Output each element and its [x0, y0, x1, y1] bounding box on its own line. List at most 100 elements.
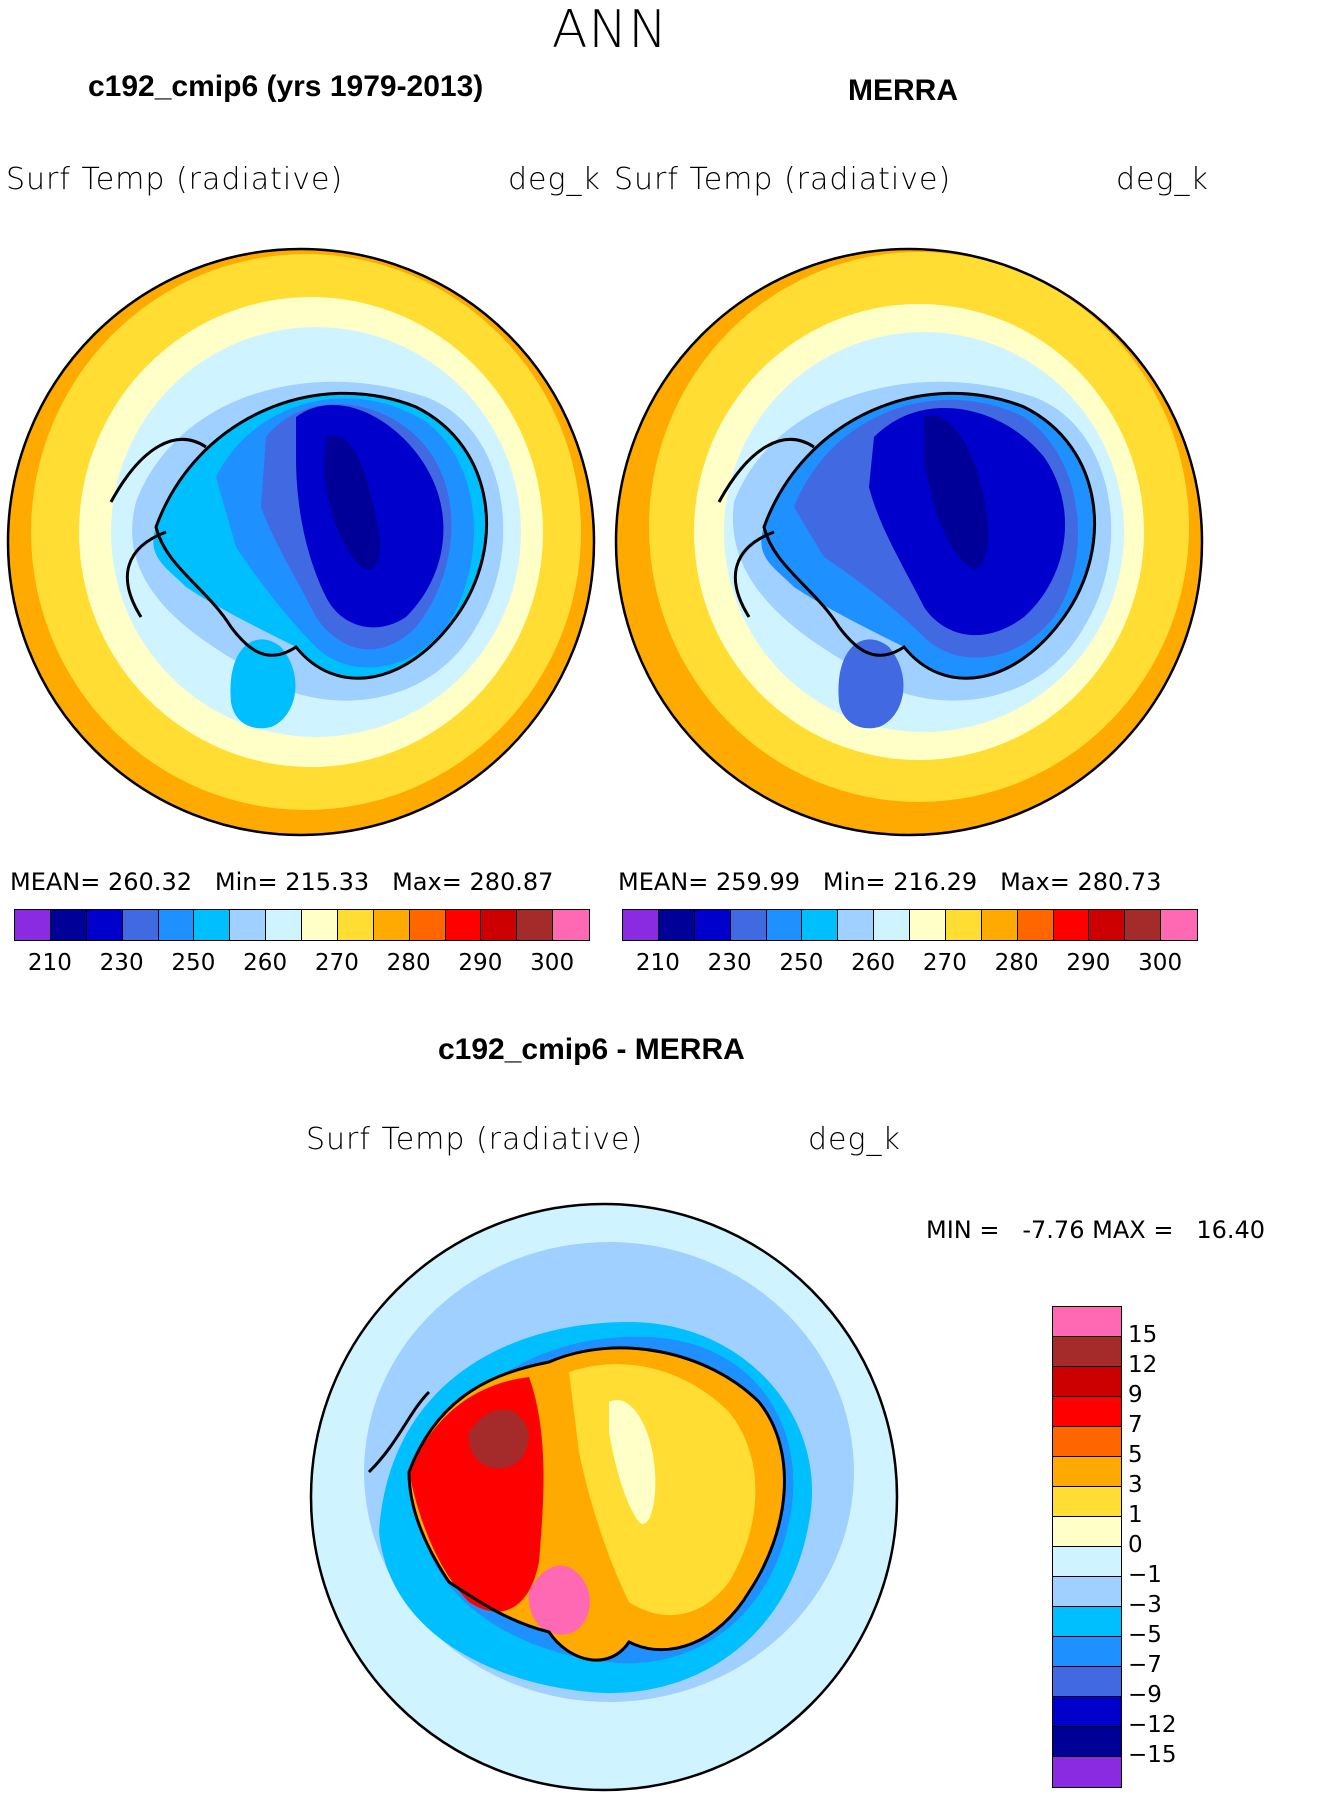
panel-2-max-label: Max=: [1000, 868, 1070, 896]
colorbar-difference-tick-label: −1: [1128, 1562, 1162, 1588]
panel-2-units: deg_k: [1116, 162, 1209, 197]
map-merra: [614, 247, 1204, 837]
colorbar-merra-tick-label: 260: [851, 950, 896, 976]
colorbar-merra-swatch-13: [1089, 910, 1126, 940]
colorbar-merra-swatch-10: [981, 910, 1018, 940]
map-merra-boundary: [614, 247, 1204, 837]
panel-3-min-label: MIN =: [926, 1216, 1000, 1244]
colorbar-model-swatch-12: [445, 910, 482, 940]
colorbar-merra-swatch-8: [910, 910, 946, 940]
colorbar-difference-swatch-13: [1053, 1697, 1121, 1727]
colorbar-model-swatch-4: [158, 910, 195, 940]
panel-3-variable: Surf Temp (radiative): [306, 1122, 644, 1157]
colorbar-merra-swatch-9: [945, 910, 982, 940]
colorbar-model-swatch-8: [302, 910, 338, 940]
colorbar-model-tick-label: 300: [530, 950, 575, 976]
panel-3-title: c192_cmip6 - MERRA: [438, 1033, 745, 1066]
colorbar-difference-swatch-4: [1053, 1427, 1121, 1457]
colorbar-merra-swatch-5: [802, 910, 839, 940]
map-diff-band-plus12: [468, 1409, 529, 1469]
colorbar-difference-swatch-10: [1053, 1607, 1121, 1637]
colorbar-difference-tick-label: 5: [1128, 1442, 1143, 1468]
colorbar-difference-swatch-11: [1053, 1637, 1121, 1667]
colorbar-model-ticks: 210 230 250 260 270 280 290 300: [14, 950, 588, 980]
colorbar-model-swatch-13: [481, 910, 518, 940]
panel-1-units: deg_k: [508, 162, 601, 197]
colorbar-model-tick-label: 290: [458, 950, 503, 976]
colorbar-merra-swatch-6: [838, 910, 875, 940]
map-diff-band-zero: [609, 1400, 656, 1524]
colorbar-model-tick-label: 230: [99, 950, 144, 976]
colorbar-model-tick-label: 270: [314, 950, 359, 976]
colorbar-difference-swatch-15: [1053, 1757, 1121, 1787]
colorbar-difference-swatch-12: [1053, 1667, 1121, 1697]
panel-2-min-label: Min=: [822, 868, 886, 896]
panel-1-min: 215.33: [285, 868, 370, 896]
panel-2-stats: MEAN= 259.99 Min= 216.29 Max= 280.73: [618, 868, 1161, 896]
panel-1-mean-label: MEAN=: [10, 868, 101, 896]
map-model-coastline: [154, 391, 489, 680]
colorbar-model-tick-label: 210: [27, 950, 72, 976]
colorbar-merra-swatch-7: [874, 910, 910, 940]
colorbar-difference-swatch-5: [1053, 1457, 1121, 1487]
colorbar-model: [14, 909, 590, 941]
map-merra-ross-shelf: [838, 639, 904, 729]
colorbar-difference-swatch-8: [1053, 1547, 1121, 1577]
colorbar-merra-tick-label: 280: [994, 950, 1039, 976]
colorbar-merra-swatch-15: [1161, 910, 1197, 940]
colorbar-model-swatch-14: [517, 910, 554, 940]
map-diff-boundary: [309, 1202, 899, 1792]
colorbar-difference-swatch-0: [1053, 1307, 1121, 1337]
colorbar-model-swatch-7: [266, 910, 302, 940]
colorbar-difference-swatch-2: [1053, 1367, 1121, 1397]
colorbar-model-swatch-5: [194, 910, 231, 940]
colorbar-difference-tick-label: −15: [1128, 1742, 1177, 1768]
colorbar-difference-tick-label: −5: [1128, 1622, 1162, 1648]
panel-1-min-label: Min=: [214, 868, 278, 896]
colorbar-merra-swatch-12: [1053, 910, 1090, 940]
colorbar-difference: [1052, 1306, 1122, 1788]
panel-1-variable: Surf Temp (radiative): [6, 162, 344, 197]
panel-2-max: 280.73: [1077, 868, 1162, 896]
colorbar-difference-swatch-1: [1053, 1337, 1121, 1367]
colorbar-difference-tick-label: 15: [1128, 1322, 1158, 1348]
colorbar-difference-tick-label: −7: [1128, 1652, 1162, 1678]
map-model-ross-shelf: [230, 639, 296, 729]
colorbar-model-swatch-15: [553, 910, 589, 940]
map-model-band-220: [324, 435, 381, 570]
panel-2-min: 216.29: [893, 868, 978, 896]
colorbar-merra-swatch-3: [730, 910, 767, 940]
map-difference: [309, 1202, 899, 1792]
map-merra-band-220: [924, 415, 989, 569]
colorbar-difference-swatch-9: [1053, 1577, 1121, 1607]
colorbar-difference-ticks: 15 12 9 7 5 3 1 0 −1 −3 −5 −7 −9 −12 −15: [1128, 1306, 1208, 1791]
colorbar-model-swatch-11: [409, 910, 446, 940]
colorbar-merra-tick-label: 230: [707, 950, 752, 976]
colorbar-merra: [622, 909, 1198, 941]
map-merra-peninsula-coast: [717, 437, 815, 618]
colorbar-merra-swatch-0: [623, 910, 659, 940]
map-diff-band-plus15: [528, 1565, 590, 1635]
panel-1-mean: 260.32: [108, 868, 192, 896]
panel-3-max-label: MAX =: [1092, 1216, 1174, 1244]
colorbar-difference-tick-label: −12: [1128, 1712, 1177, 1738]
map-model: [6, 247, 596, 837]
colorbar-difference-tick-label: 1: [1128, 1502, 1143, 1528]
panel-2-title: MERRA: [848, 74, 958, 107]
colorbar-model-swatch-6: [230, 910, 267, 940]
colorbar-model-swatch-10: [373, 910, 410, 940]
colorbar-merra-ticks: 210 230 250 260 270 280 290 300: [622, 950, 1196, 980]
colorbar-merra-tick-label: 290: [1066, 950, 1111, 976]
panel-2-variable: Surf Temp (radiative): [614, 162, 952, 197]
colorbar-model-swatch-3: [122, 910, 159, 940]
colorbar-difference-tick-label: 0: [1128, 1532, 1143, 1558]
panel-3-min: -7.76: [1022, 1216, 1085, 1244]
colorbar-difference-swatch-3: [1053, 1397, 1121, 1427]
colorbar-merra-tick-label: 210: [635, 950, 680, 976]
colorbar-difference-tick-label: −3: [1128, 1592, 1162, 1618]
panel-2-mean-label: MEAN=: [618, 868, 709, 896]
colorbar-model-swatch-1: [50, 910, 87, 940]
colorbar-model-tick-label: 250: [171, 950, 216, 976]
colorbar-difference-tick-label: 7: [1128, 1412, 1143, 1438]
panel-3-units: deg_k: [808, 1122, 901, 1157]
